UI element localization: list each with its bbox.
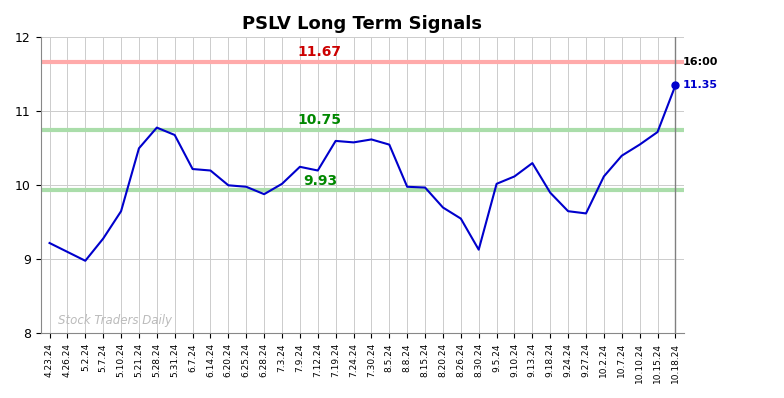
- Text: 10.75: 10.75: [298, 113, 342, 127]
- Text: 11.67: 11.67: [298, 45, 342, 59]
- Text: 9.93: 9.93: [303, 174, 337, 187]
- Title: PSLV Long Term Signals: PSLV Long Term Signals: [242, 15, 482, 33]
- Text: 11.35: 11.35: [683, 80, 717, 90]
- Text: Stock Traders Daily: Stock Traders Daily: [59, 314, 172, 328]
- Text: 16:00: 16:00: [683, 57, 718, 67]
